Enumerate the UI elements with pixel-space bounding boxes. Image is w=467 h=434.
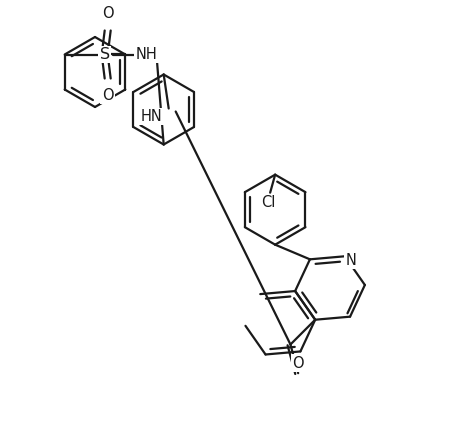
Text: S: S [99, 47, 110, 62]
Text: HN: HN [141, 109, 163, 124]
Text: Cl: Cl [261, 195, 276, 210]
Text: O: O [102, 6, 113, 21]
Text: NH: NH [136, 47, 157, 62]
Text: O: O [292, 356, 304, 371]
Text: N: N [346, 253, 356, 268]
Text: O: O [102, 88, 113, 103]
